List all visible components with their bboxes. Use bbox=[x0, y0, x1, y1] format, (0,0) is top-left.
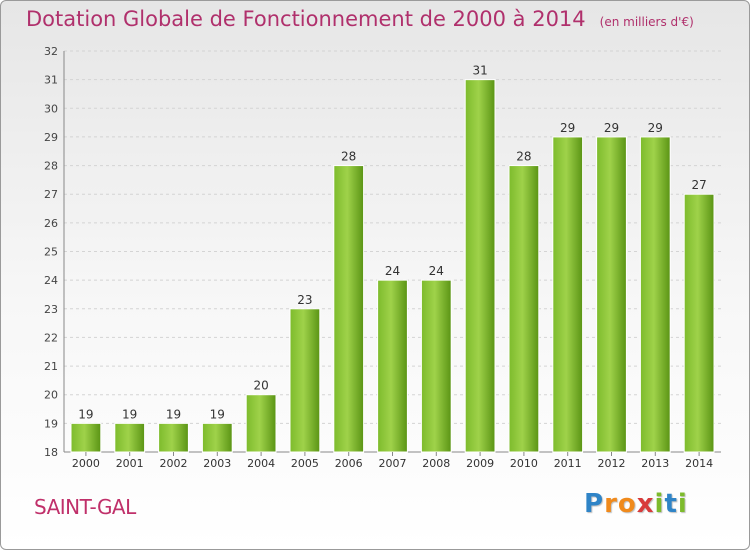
y-tick-label: 21 bbox=[44, 360, 58, 373]
data-label: 19 bbox=[122, 407, 137, 421]
x-tick-label: 2012 bbox=[598, 457, 626, 470]
brand-letter: P bbox=[584, 489, 605, 519]
brand-letter: x bbox=[636, 489, 655, 519]
y-tick-label: 25 bbox=[44, 246, 58, 259]
x-tick-labels: 2000 2001 2002 2003 2004 2005 2006 2007 2008 2009… bbox=[72, 452, 713, 470]
brand-letter: i bbox=[677, 489, 688, 519]
x-tick-label: 2010 bbox=[510, 457, 538, 470]
bar-2009 bbox=[464, 79, 496, 453]
y-tick-label: 24 bbox=[44, 274, 58, 287]
x-tick-label: 2001 bbox=[116, 457, 144, 470]
bar-2000 bbox=[70, 422, 102, 453]
y-tick-label: 23 bbox=[44, 303, 58, 316]
x-tick-label: 2011 bbox=[554, 457, 582, 470]
location-name: SAINT-GAL bbox=[34, 495, 136, 519]
y-tick-label: 18 bbox=[44, 446, 58, 459]
x-tick-label: 2003 bbox=[203, 457, 231, 470]
y-tick-label: 28 bbox=[44, 160, 58, 173]
chart-title: Dotation Globale de Fonctionnement de 20… bbox=[26, 7, 694, 31]
data-label: 31 bbox=[472, 64, 487, 78]
bar-2003 bbox=[201, 422, 233, 453]
y-tick-label: 26 bbox=[44, 217, 58, 230]
x-tick-label: 2014 bbox=[685, 457, 713, 470]
y-tick-label: 31 bbox=[44, 74, 58, 87]
y-tick-label: 22 bbox=[44, 331, 58, 344]
y-tick-label: 32 bbox=[44, 45, 58, 58]
bar-2005 bbox=[289, 308, 321, 453]
data-label: 20 bbox=[253, 379, 268, 393]
x-tick-label: 2004 bbox=[247, 457, 275, 470]
bar-2014 bbox=[683, 193, 715, 453]
data-label: 19 bbox=[166, 407, 181, 421]
brand-letter: r bbox=[604, 489, 618, 519]
data-label: 28 bbox=[341, 150, 356, 164]
data-label: 23 bbox=[297, 293, 312, 307]
data-label: 27 bbox=[691, 178, 706, 192]
bars bbox=[70, 79, 715, 453]
data-label: 29 bbox=[648, 121, 663, 135]
y-tick-label: 30 bbox=[44, 102, 58, 115]
x-tick-label: 2008 bbox=[422, 457, 450, 470]
x-tick-label: 2000 bbox=[72, 457, 100, 470]
data-label: 29 bbox=[604, 121, 619, 135]
bar-2002 bbox=[158, 422, 189, 453]
data-labels: 19 19 19 19 20 23 28 24 24 31 28 29 29 29 27 bbox=[78, 64, 706, 422]
bar-2008 bbox=[420, 279, 452, 453]
x-tick-label: 2002 bbox=[160, 457, 188, 470]
bar-2004 bbox=[245, 394, 277, 453]
brand-letter: o bbox=[617, 489, 637, 519]
bar-2013 bbox=[639, 136, 671, 453]
chart-title-text: Dotation Globale de Fonctionnement de 20… bbox=[26, 7, 586, 31]
data-label: 19 bbox=[78, 407, 93, 421]
data-label: 28 bbox=[516, 150, 531, 164]
bar-2006 bbox=[333, 165, 365, 453]
y-tick-label: 20 bbox=[44, 389, 58, 402]
data-label: 19 bbox=[210, 407, 225, 421]
data-label: 29 bbox=[560, 121, 575, 135]
y-tick-label: 29 bbox=[44, 131, 58, 144]
x-tick-label: 2007 bbox=[379, 457, 407, 470]
x-tick-label: 2006 bbox=[335, 457, 363, 470]
x-tick-label: 2013 bbox=[641, 457, 669, 470]
brand-letter: t bbox=[664, 489, 678, 519]
x-tick-label: 2005 bbox=[291, 457, 319, 470]
data-label: 24 bbox=[385, 264, 400, 278]
bar-2011 bbox=[552, 136, 584, 453]
chart-subtitle: (en milliers d'€) bbox=[599, 15, 694, 29]
y-tick-labels: 18 19 20 21 22 23 24 25 26 27 28 29 30 31 32 bbox=[44, 45, 58, 459]
bar-2007 bbox=[377, 279, 408, 453]
brand-logo: Proxiti bbox=[584, 489, 688, 519]
data-label: 24 bbox=[429, 264, 444, 278]
y-tick-label: 19 bbox=[44, 417, 58, 430]
bar-2001 bbox=[114, 422, 146, 453]
bar-2010 bbox=[508, 165, 540, 453]
brand-letter: i bbox=[654, 489, 665, 519]
x-tick-label: 2009 bbox=[466, 457, 494, 470]
bar-2012 bbox=[596, 136, 627, 453]
y-tick-label: 27 bbox=[44, 188, 58, 201]
